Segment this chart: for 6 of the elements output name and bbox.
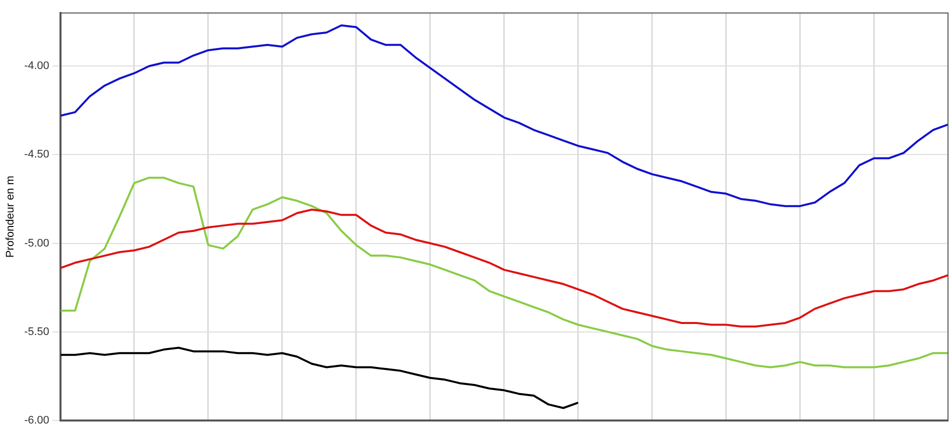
y-tick-label: -6.00: [24, 414, 50, 426]
y-tick-label: -5.50: [24, 326, 50, 338]
y-tick-label: -4.00: [24, 60, 50, 72]
y-tick-label: -5.00: [24, 237, 50, 250]
y-axis-title: Profondeur en m: [4, 176, 17, 258]
y-tick-label: -4.50: [24, 148, 50, 161]
